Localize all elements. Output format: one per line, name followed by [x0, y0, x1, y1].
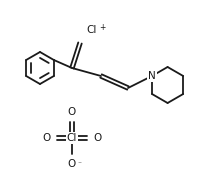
Text: ⁻: ⁻ — [77, 159, 81, 168]
Text: Cl: Cl — [87, 25, 97, 35]
Text: O: O — [68, 159, 76, 169]
Text: Cl: Cl — [67, 133, 77, 143]
Text: O: O — [68, 107, 76, 117]
Text: N: N — [148, 71, 156, 81]
Text: O: O — [43, 133, 51, 143]
Text: +: + — [99, 23, 105, 32]
Text: O: O — [93, 133, 101, 143]
